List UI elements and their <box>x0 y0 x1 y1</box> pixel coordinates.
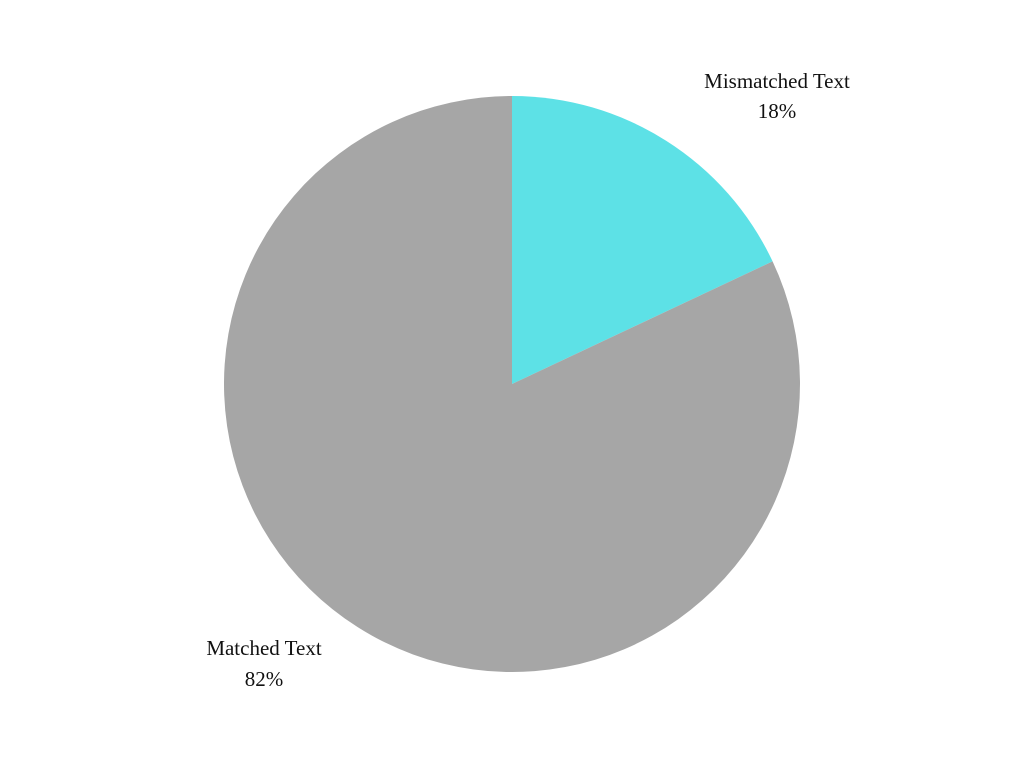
slice-label-mismatched: Mismatched Text 18% <box>704 69 850 123</box>
pie-slice-matched-text <box>224 96 801 672</box>
slice-label-mismatched-percent: 18% <box>758 99 797 123</box>
pie-slices <box>224 95 801 672</box>
pie-slice-mismatched-text <box>512 95 773 384</box>
slice-label-matched-name: Matched Text <box>206 636 322 660</box>
slice-label-matched-percent: 82% <box>245 667 284 691</box>
slice-label-matched: Matched Text 82% <box>206 636 322 691</box>
slice-label-mismatched-name: Mismatched Text <box>704 69 850 93</box>
